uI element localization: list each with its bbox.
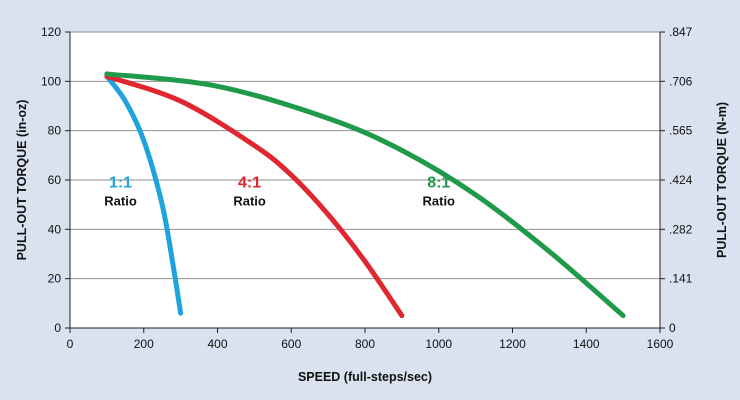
y2-tick-label-100: .706 [669,74,693,88]
y-tick-label-60: 60 [48,173,62,187]
x-tick-label-800: 800 [355,337,375,351]
series-line-2 [104,71,626,319]
y2-axis-title: PULL-OUT TORQUE (N-m) [715,102,729,258]
series-line-1 [104,73,405,319]
y-tick-label-100: 100 [41,74,61,88]
x-tick-label-1400: 1400 [573,337,600,351]
x-tick-label-1200: 1200 [499,337,526,351]
x-axis-title: SPEED (full-steps/sec) [298,370,432,384]
annotation-ratio-0: 1:1 [109,174,132,191]
y-tick-label-40: 40 [48,222,62,236]
y2-tick-label-80: .565 [669,124,693,138]
x-tick-label-1600: 1600 [647,337,674,351]
annotation-ratio-2: 8:1 [427,174,450,191]
y-axis-title: PULL-OUT TORQUE (in-oz) [15,100,29,261]
x-tick-label-200: 200 [134,337,154,351]
y-tick-label-20: 20 [48,272,62,286]
x-tick-label-600: 600 [281,337,301,351]
y-tick-label-80: 80 [48,124,62,138]
y2-tick-label-120: .847 [669,25,693,39]
x-tick-label-1000: 1000 [425,337,452,351]
annotation-word-0: Ratio [104,193,137,208]
y-tick-label-0: 0 [54,321,61,335]
annotation-word-1: Ratio [233,193,266,208]
x-tick-label-400: 400 [207,337,227,351]
y2-tick-label-20: .141 [669,272,693,286]
y2-tick-label-40: .282 [669,222,693,236]
y-tick-label-120: 120 [41,25,61,39]
annotation-ratio-1: 4:1 [238,174,261,191]
y2-tick-label-60: .424 [669,173,693,187]
y2-tick-label-0: 0 [669,321,676,335]
x-tick-label-0: 0 [67,337,74,351]
annotation-word-2: Ratio [423,193,456,208]
series-line-0 [104,73,184,316]
